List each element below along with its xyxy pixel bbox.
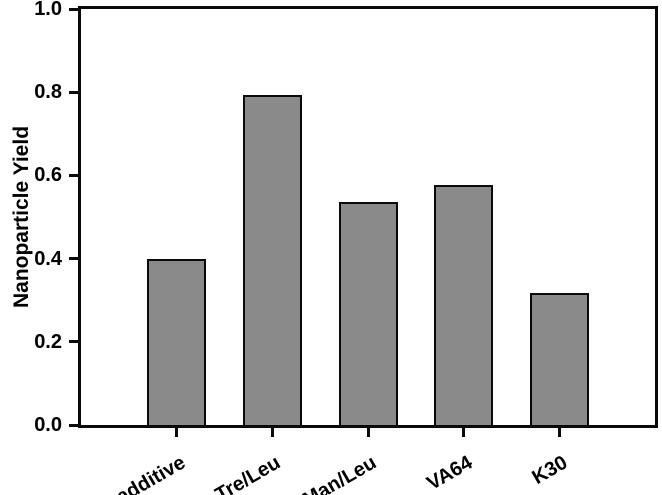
x-tick [558,428,561,437]
y-tick [69,424,78,427]
y-axis-label: Nanoparticle Yield [10,125,33,309]
y-tick [69,257,78,260]
y-tick-label: 1.0 [34,0,62,20]
plot-area [78,6,658,428]
y-tick [69,340,78,343]
bar-man-leu [338,202,398,425]
x-tick [462,428,465,437]
y-tick [69,8,78,11]
y-tick [69,174,78,177]
y-tick-label: 0.0 [34,414,62,436]
y-tick-label: 0.4 [34,248,62,270]
x-tick-label: K30 [528,451,572,489]
x-tick-label: VA64 [423,451,477,495]
x-tick [367,428,370,437]
bar-k30 [529,293,589,425]
bar-va64 [434,185,494,425]
y-tick-label: 0.8 [34,81,62,103]
y-tick-label: 0.2 [34,331,62,353]
x-tick [175,428,178,437]
bar-tre-leu [242,95,302,425]
y-tick [69,91,78,94]
x-tick-label: no additive [86,451,190,495]
y-tick-label: 0.6 [34,164,62,186]
x-tick [271,428,274,437]
bar-no-additive [147,259,207,425]
x-tick-label: Man/Leu [298,451,381,495]
x-tick-label: Tre/Leu [211,451,285,495]
